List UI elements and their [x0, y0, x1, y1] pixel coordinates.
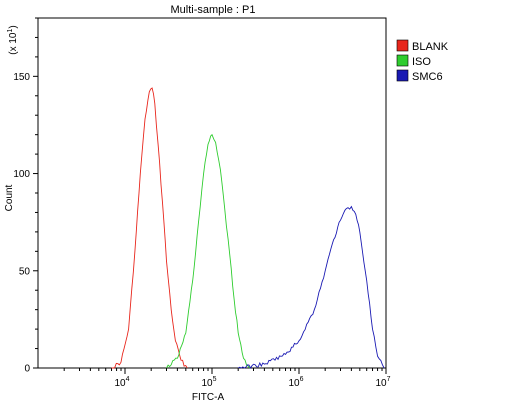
series-line-blank — [111, 87, 188, 369]
y-axis-label: Count — [4, 184, 15, 211]
legend: BLANK ISO SMC6 — [396, 39, 449, 83]
x-tick-label: 107 — [375, 376, 390, 389]
plot-frame — [37, 17, 387, 369]
series-line-smc6 — [237, 205, 385, 369]
legend-label-smc6: SMC6 — [412, 71, 443, 83]
y-tick-label: 100 — [13, 169, 30, 180]
y-tick-label: 50 — [19, 266, 31, 277]
legend-swatch-blank — [396, 39, 409, 52]
y-multiplier-label: (x 101) — [7, 25, 19, 54]
y-axis: 0 50 100 150 — [13, 17, 38, 375]
x-tick-label: 105 — [201, 376, 216, 389]
legend-swatch-smc6 — [396, 69, 409, 82]
y-tick-label: 150 — [13, 72, 30, 83]
legend-label-blank: BLANK — [412, 41, 449, 53]
series-line-iso — [166, 133, 250, 369]
y-tick-label: 0 — [24, 364, 30, 375]
chart-title: Multi-sample : P1 — [171, 4, 256, 16]
legend-label-iso: ISO — [412, 56, 431, 68]
series-group — [111, 87, 385, 369]
legend-swatch-iso — [396, 54, 409, 67]
x-tick-label: 104 — [114, 376, 129, 389]
x-tick-label: 106 — [288, 376, 303, 389]
x-axis-label: FITC-A — [192, 392, 225, 403]
x-axis: 104 105 106 107 — [63, 368, 391, 389]
